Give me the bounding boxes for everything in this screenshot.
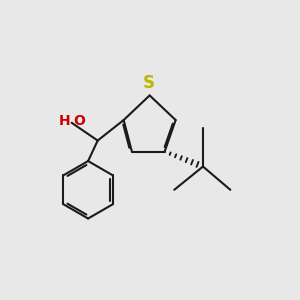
Text: O: O — [73, 114, 85, 128]
Text: H: H — [59, 114, 70, 128]
Text: S: S — [142, 74, 154, 92]
